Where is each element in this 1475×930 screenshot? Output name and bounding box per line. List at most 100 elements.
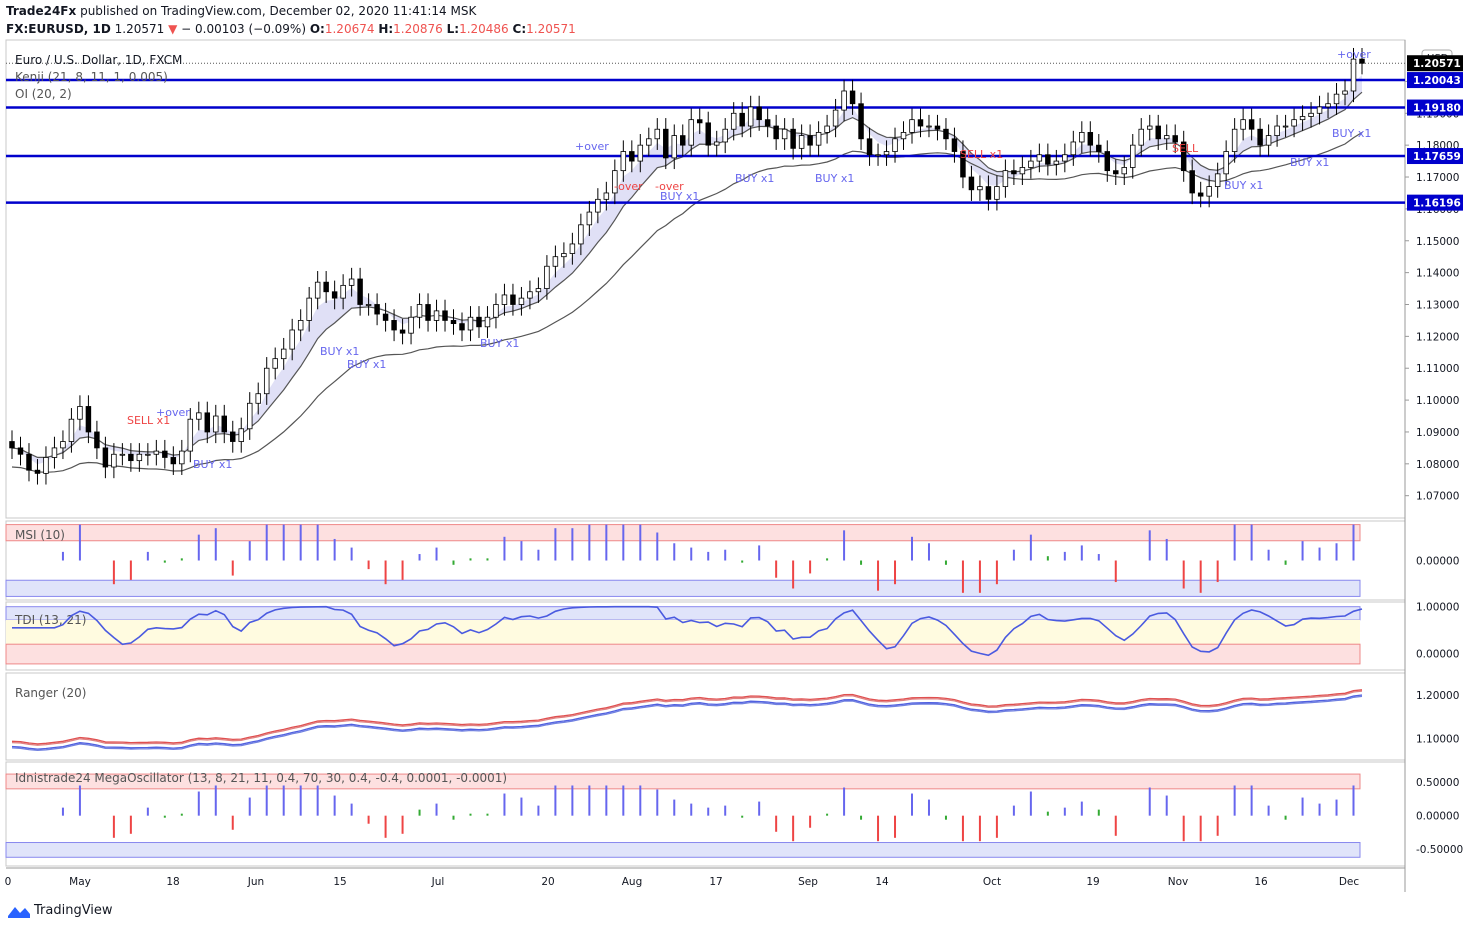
low-label: L: [446,22,460,36]
candle-body [1325,103,1331,108]
candle-body [306,297,312,321]
signal-annotation: BUY x1 [193,458,232,471]
candle-body [247,402,253,430]
symbol-label: FX:EURUSD, 1D [6,22,111,36]
candle-body [544,265,550,289]
panel-border-main [5,39,1406,519]
ranger-legend: Ranger (20) [15,686,86,700]
candle-body [722,128,728,143]
time-tick-label: Sep [798,876,818,888]
candle-body [1180,141,1187,172]
candle-body [1019,167,1026,175]
ranger-band-line [11,695,1363,752]
candle-body [1197,192,1204,197]
candle-body [866,138,873,156]
candle-body [323,281,329,293]
candle-body [612,170,618,194]
footer-brand-label: TradingView [34,903,113,918]
tdi-mid-zone [6,619,1360,645]
signal-annotation: +over [1337,48,1371,61]
high-label: H: [378,22,394,36]
candle-body [1359,58,1365,64]
price-label: 1.16196 [1413,198,1461,210]
candle-body [357,278,363,305]
price-tick-label: 1.14000 [1416,268,1459,280]
candle-body [586,211,593,226]
candle-body [297,320,304,331]
mega-tick-label: 0.50000 [1416,777,1459,789]
candle-body [1087,132,1094,146]
candle-body [960,151,966,178]
candle-body [629,151,635,162]
candle-body [1147,125,1153,130]
high-value: 1.20876 [393,22,443,36]
candle-body [493,304,499,318]
candle-body [170,457,177,465]
price-change: − 0.00103 (−0.09%) [181,22,307,36]
signal-annotation: BUY x1 [815,172,854,185]
footer-brand[interactable]: TradingView [8,903,113,918]
time-tick-label: 16 [1254,876,1268,888]
candle-body [680,135,686,146]
candle-body [1011,170,1017,175]
price-label-box [1407,194,1463,211]
price-label: 1.20043 [1413,75,1461,87]
candle-body [1028,160,1034,168]
candle-body [1036,154,1043,162]
candle-body [1265,135,1272,146]
tdi-legend: TDI (13, 21) [14,613,86,627]
candle-body [476,316,482,328]
candle-body [459,323,465,331]
candle-body [1189,170,1195,194]
candle-body [977,186,983,191]
candle-body [374,304,380,315]
candle-body [187,418,194,452]
candle-body [1163,135,1170,140]
tdi-tick-label: 1.00000 [1416,602,1459,614]
ranger-band-line [11,689,1363,745]
time-tick-label: Jun [247,876,264,888]
tradingview-logo-icon [8,904,30,918]
tdi-tick-label: 0.00000 [1416,649,1459,661]
candle-body [1316,106,1323,114]
candle-body [9,441,15,449]
price-tick-label: 1.12000 [1416,331,1459,343]
candle-body [798,135,805,149]
last-price: 1.20571 [114,22,165,36]
candle-body [450,320,457,325]
candle-body [1138,128,1144,146]
down-arrow-icon: ▼ [168,22,178,36]
candle-body [1053,160,1060,165]
candle-body [145,453,151,456]
msi-lower-zone [5,579,1361,597]
signal-annotation: BUY x1 [660,190,699,203]
tdi-lower-zone [5,643,1361,665]
msi-upper-zone [5,524,1361,542]
candle-body [1002,170,1009,187]
time-tick-label: Jul [431,876,445,888]
candle-body [917,119,924,127]
main-legend-symbol: Euro / U.S. Dollar, 1D, FXCM [15,53,182,67]
price-tick-label: 1.07000 [1416,491,1459,503]
candle-body [756,106,762,121]
candle-body [1282,125,1289,128]
candle-body [764,119,771,127]
candle-body [348,278,355,286]
candle-body [1070,141,1077,156]
price-tick-label: 1.11000 [1416,363,1459,375]
mega-legend: Idnistrade24 MegaOscillator (13, 8, 21, … [15,771,507,785]
candle-body [111,453,117,468]
published-text: published on TradingView.com, December 0… [80,4,477,18]
candle-body [663,128,669,159]
signal-annotation: SELL [1172,142,1199,155]
candle-body [221,415,227,433]
candle-body [1240,119,1246,130]
price-tick-label: 1.08000 [1416,459,1459,471]
publisher-name: Trade24Fx [6,4,77,18]
price-label-box [1407,148,1463,165]
candle-body [467,316,474,331]
candle-body [238,428,244,442]
price-label-box [1407,72,1463,89]
candle-body [883,151,890,156]
